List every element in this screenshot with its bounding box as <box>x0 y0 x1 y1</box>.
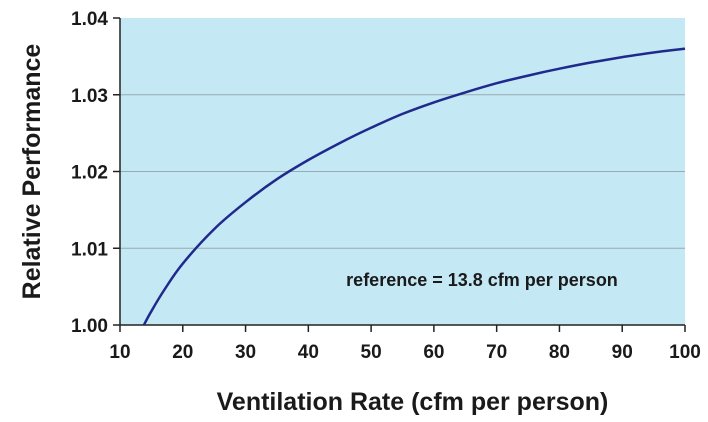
y-axis-ticks: 1.00 1.01 1.02 1.03 1.04 <box>71 9 120 337</box>
x-tick-label-7: 80 <box>549 342 570 363</box>
x-axis-ticks: 10 20 30 40 50 60 70 80 90 100 <box>109 325 701 363</box>
x-tick-label-3: 40 <box>298 342 319 363</box>
y-tick-label-1: 1.01 <box>71 239 108 260</box>
x-tick-label-2: 30 <box>235 342 256 363</box>
y-tick-label-0: 1.00 <box>71 316 108 337</box>
x-tick-label-5: 60 <box>423 342 444 363</box>
x-tick-label-1: 20 <box>172 342 193 363</box>
grid-lines <box>120 94 685 249</box>
x-tick-label-8: 90 <box>612 342 633 363</box>
x-tick-label-9: 100 <box>669 342 701 363</box>
x-tick-label-4: 50 <box>361 342 382 363</box>
series-line <box>142 47 686 326</box>
x-tick-label-0: 10 <box>109 342 130 363</box>
y-axis-title: Relative Performance <box>18 44 46 300</box>
y-tick-label-2: 1.02 <box>71 163 108 184</box>
x-axis-title: Ventilation Rate (cfm per person) <box>217 388 609 416</box>
y-tick-label-4: 1.04 <box>71 9 108 30</box>
reference-annotation: reference = 13.8 cfm per person <box>346 270 618 290</box>
x-tick-label-6: 70 <box>486 342 507 363</box>
y-tick-label-3: 1.03 <box>71 86 108 107</box>
